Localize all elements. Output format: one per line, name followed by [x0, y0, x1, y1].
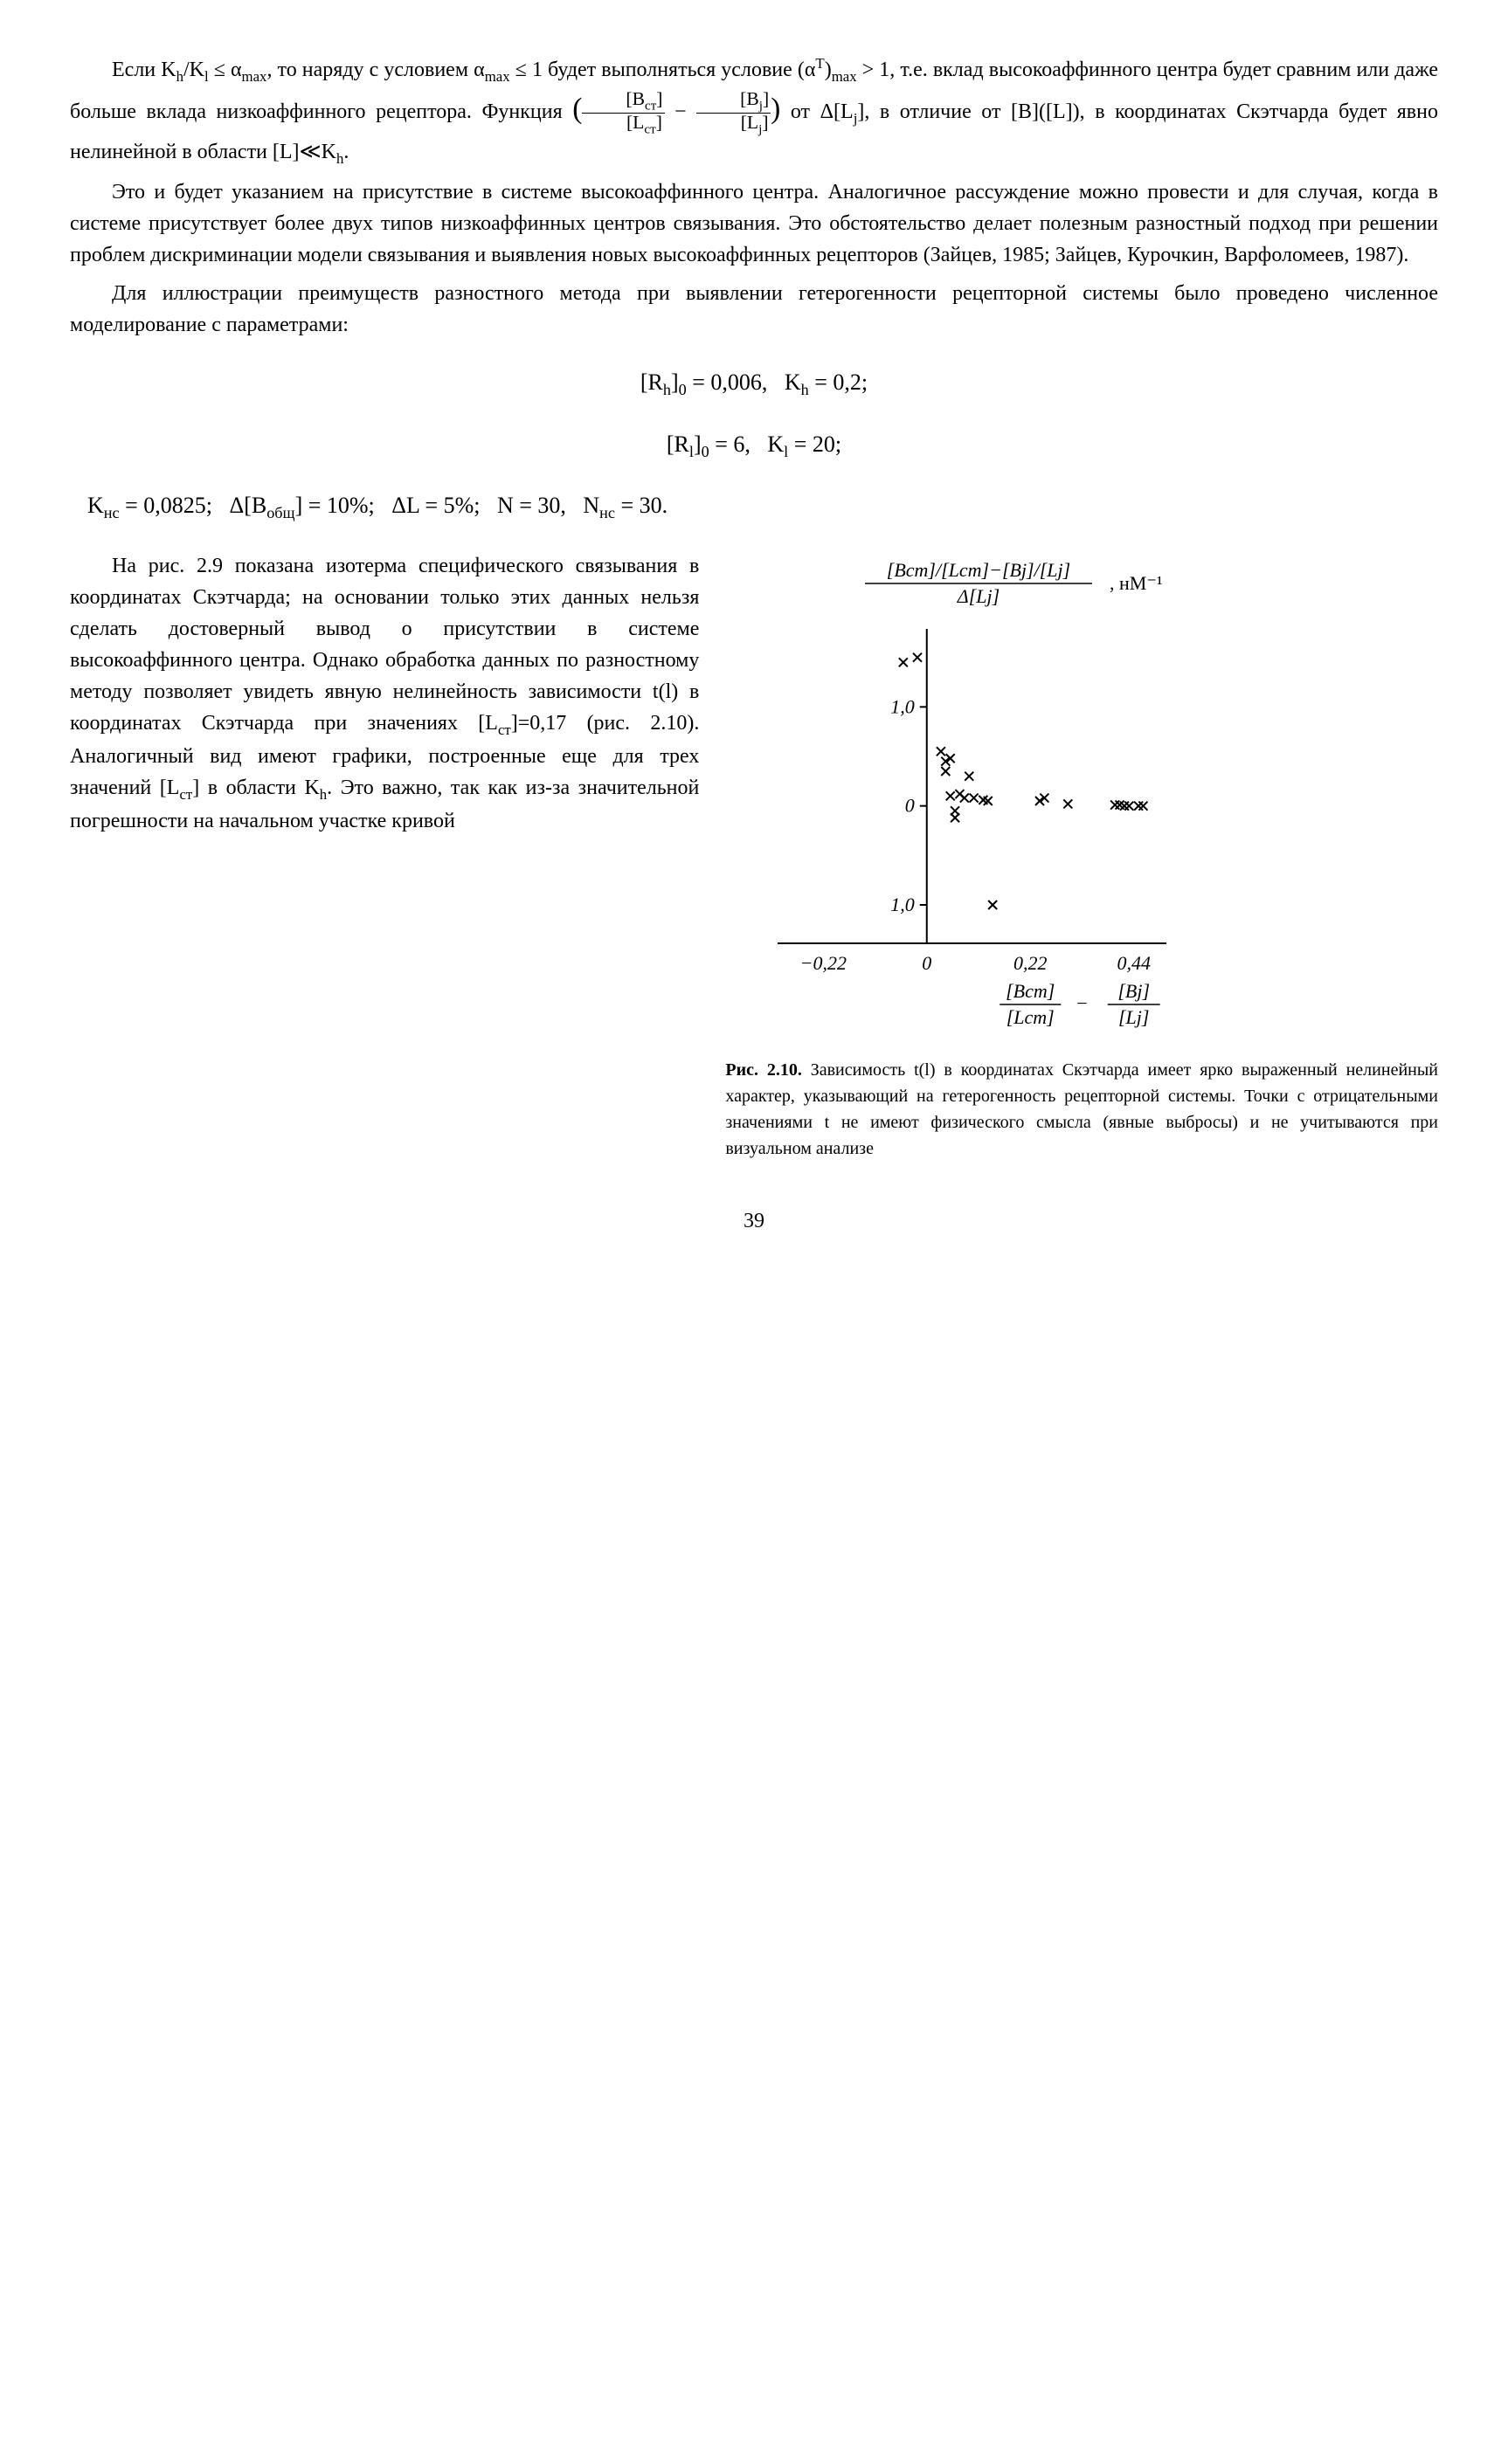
svg-text:−: − — [1077, 992, 1088, 1014]
paragraph-3: Для иллюстрации преимуществ разностного … — [70, 278, 1438, 341]
paragraph-1: Если Kh/Kl ≤ αmax, то наряду с условием … — [70, 52, 1438, 169]
svg-text:0,22: 0,22 — [1013, 952, 1048, 974]
equation-3: Kнс = 0,0825; Δ[Bобщ] = 10%; ΔL = 5%; N … — [70, 488, 1438, 525]
left-column-text: На рис. 2.9 показана изотерма специфичес… — [70, 550, 699, 1162]
svg-text:Δ[Lj]: Δ[Lj] — [957, 585, 1000, 607]
svg-text:[Lj]: [Lj] — [1118, 1006, 1149, 1028]
equation-2: [Rl]0 = 6, Kl = 20; — [70, 427, 1438, 464]
caption-label: Рис. 2.10. — [725, 1060, 801, 1080]
svg-text:[Bст]: [Bст] — [1006, 980, 1055, 1002]
svg-text:[Lст]: [Lст] — [1006, 1006, 1055, 1028]
page-number: 39 — [70, 1205, 1438, 1237]
svg-text:0: 0 — [905, 795, 915, 817]
svg-text:[Bст]/[Lст]−[Bj]/[Lj]: [Bст]/[Lст]−[Bj]/[Lj] — [887, 559, 1070, 581]
svg-text:0: 0 — [923, 952, 932, 974]
equation-1: [Rh]0 = 0,006, Kh = 0,2; — [70, 365, 1438, 402]
svg-text:1,0: 1,0 — [891, 894, 916, 915]
paragraph-2: Это и будет указанием на присутствие в с… — [70, 176, 1438, 271]
svg-text:1,0: 1,0 — [891, 695, 916, 717]
svg-text:−0,22: −0,22 — [800, 952, 847, 974]
scatter-chart: [Bст]/[Lст]−[Bj]/[Lj] Δ[Lj] , нМ⁻¹ 1,0 0 1,0 −… — [725, 550, 1179, 1039]
svg-text:0,44: 0,44 — [1117, 952, 1152, 974]
svg-text:[Bj]: [Bj] — [1118, 980, 1151, 1002]
caption-text: Зависимость t(l) в координатах Скэтчарда… — [725, 1060, 1438, 1158]
figure-caption: Рис. 2.10. Зависимость t(l) в координата… — [725, 1057, 1438, 1162]
svg-text:, нМ⁻¹: , нМ⁻¹ — [1110, 572, 1163, 594]
